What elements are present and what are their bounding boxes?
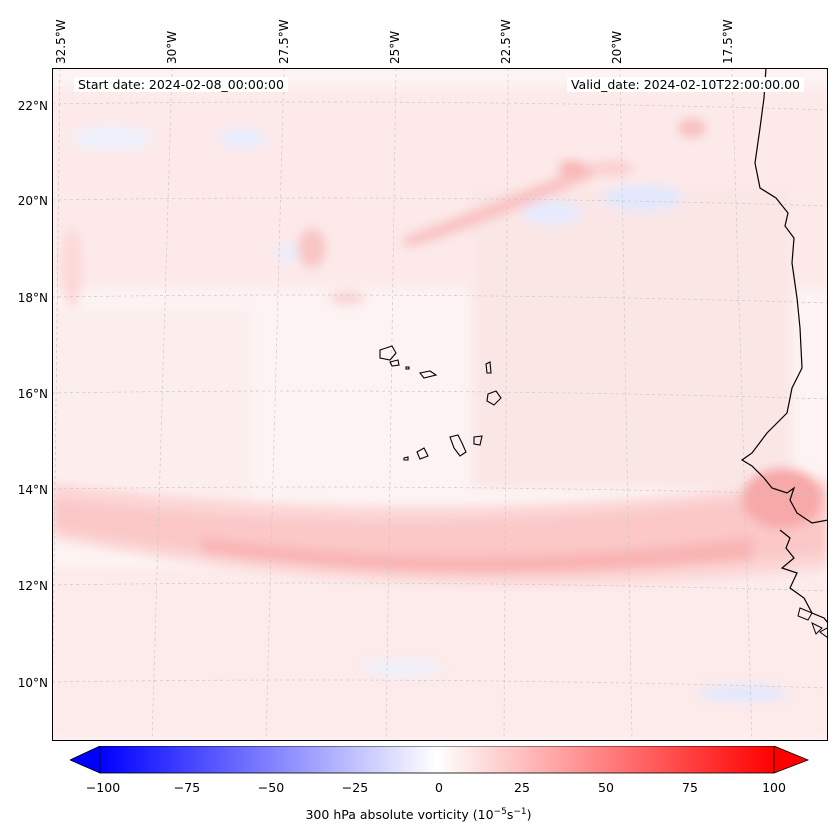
cb-tick-minus-75: −75 [173,780,201,795]
lat-label-10n: 10°N [17,676,48,690]
colorbar-label: 300 hPa absolute vorticity (10−5s−1) [0,807,837,822]
cb-tick-50: 50 [598,780,614,795]
lat-label-22n: 22°N [17,99,48,113]
colorbar [70,746,810,774]
lon-label-20w: 20°W [610,30,624,64]
cb-tick-100: 100 [762,780,786,795]
vorticity-field [52,88,828,738]
lat-label-18n: 18°N [17,291,48,305]
lon-label-27-5w: 27.5°W [277,19,291,64]
cape-verde-islands [379,345,502,461]
cb-tick-75: 75 [682,780,698,795]
africa-coastline-south [779,529,828,624]
africa-coastline [740,68,828,524]
valid-date: Valid_date: 2024-02-10T22:00:00.00 [566,77,804,92]
coastal-island [811,621,823,635]
colorbar-label-mid: s [506,807,514,823]
colorbar-label-exp2: −1 [513,807,527,817]
lat-label-12n: 12°N [17,579,48,593]
map-frame [52,68,828,741]
lon-label-17-5w: 17.5°W [721,19,735,64]
lon-label-22-5w: 22.5°W [499,19,513,64]
colorbar-label-end: ) [526,807,532,823]
lat-label-20n: 20°N [17,194,48,208]
bissagos-islands [797,607,813,621]
cb-tick-0: 0 [435,780,443,795]
graticule [52,68,828,741]
colorbar-label-main: 300 hPa absolute vorticity (10 [305,807,494,823]
cb-tick-minus-100: −100 [85,780,121,795]
start-date: Start date: 2024-02-08_00:00:00 [74,77,288,92]
colorbar-label-exp1: −5 [493,807,507,817]
colorbar-gradient [99,746,775,774]
lon-label-25w: 25°W [388,30,402,64]
vorticity-map [52,68,828,741]
colorbar-min-arrow [70,746,101,774]
cb-tick-minus-25: −25 [341,780,369,795]
lon-label-30w: 30°W [165,30,179,64]
colorbar-max-arrow [773,746,810,774]
cb-tick-minus-50: −50 [257,780,285,795]
lon-label-32-5w: 32.5°W [54,19,68,64]
cb-tick-25: 25 [514,780,530,795]
lat-label-14n: 14°N [17,483,48,497]
coastal-island-2 [819,626,828,639]
lat-label-16n: 16°N [17,387,48,401]
